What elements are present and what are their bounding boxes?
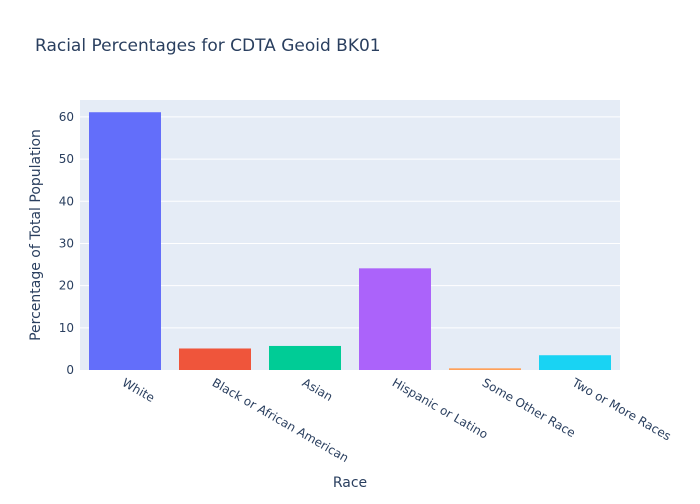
gridlines [80, 116, 620, 329]
x-tick-label: Asian [300, 376, 335, 405]
x-tick-label: Hispanic or Latino [390, 376, 491, 442]
y-tick-label: 30 [59, 236, 74, 250]
y-axis-ticks: 0 10 20 30 40 50 60 [59, 110, 74, 377]
x-tick-label: Some Other Race [480, 376, 578, 441]
bar-hispanic-or-latino[interactable] [359, 268, 431, 370]
x-axis-title: Race [333, 475, 367, 491]
y-tick-label: 20 [59, 279, 74, 293]
y-tick-label: 60 [59, 110, 74, 124]
plot-area [80, 100, 620, 370]
y-tick-label: 0 [66, 363, 74, 377]
y-tick-label: 50 [59, 152, 74, 166]
x-tick-label: White [120, 376, 157, 406]
bar-black-or-african-american[interactable] [179, 348, 251, 370]
chart-title: Racial Percentages for CDTA Geoid BK01 [35, 36, 381, 56]
x-tick-label: Two or More Races [569, 375, 674, 443]
bar-asian[interactable] [269, 345, 341, 370]
bar-two-or-more-races[interactable] [539, 355, 611, 370]
y-tick-label: 10 [59, 321, 74, 335]
bar-white[interactable] [89, 112, 161, 370]
bars [89, 112, 611, 370]
y-tick-label: 40 [59, 194, 74, 208]
bar-some-other-race[interactable] [449, 368, 521, 370]
y-axis-title: Percentage of Total Population [28, 129, 44, 341]
